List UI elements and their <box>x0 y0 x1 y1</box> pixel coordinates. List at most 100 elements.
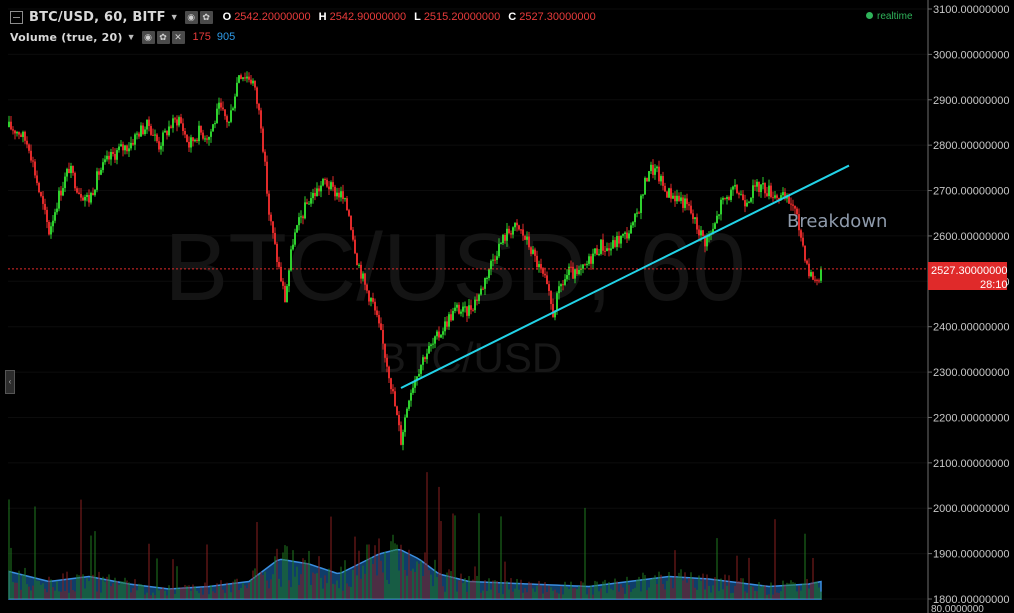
volume-bar <box>30 590 32 599</box>
volume-bar <box>548 585 550 599</box>
candle-body <box>52 220 54 227</box>
candle-body <box>650 164 652 172</box>
candle-body <box>234 96 236 109</box>
volume-bar <box>590 585 592 599</box>
volume-bar <box>748 557 750 599</box>
volume-bar <box>598 591 600 599</box>
candle-body <box>720 199 722 215</box>
candle-body <box>346 198 348 211</box>
volume-bar <box>450 571 452 599</box>
volume-bar <box>664 589 666 599</box>
candle-body <box>230 110 232 122</box>
candle-body <box>424 357 426 360</box>
close-value: 2527.30000000 <box>519 11 596 23</box>
candle-body <box>692 213 694 220</box>
chevron-down-icon[interactable]: ▼ <box>126 32 136 42</box>
volume-bar <box>310 584 312 599</box>
candle-body <box>532 249 534 254</box>
candle-body <box>770 185 772 198</box>
volume-bar <box>514 588 516 599</box>
candle-body <box>322 179 324 186</box>
volume-bar <box>586 594 588 599</box>
volume-bar <box>566 587 568 599</box>
volume-bar <box>422 575 424 599</box>
volume-bar <box>52 587 54 599</box>
close-icon[interactable]: ✕ <box>171 30 185 44</box>
volume-bar <box>624 593 626 599</box>
candle-body <box>104 159 106 163</box>
high-label: H <box>318 11 327 23</box>
price-axis-background[interactable] <box>928 0 1014 613</box>
volume-bar <box>506 581 508 599</box>
candle-body <box>412 387 414 393</box>
candle-body <box>336 192 338 197</box>
candle-body <box>760 184 762 192</box>
volume-bar <box>412 568 414 599</box>
collapse-icon[interactable] <box>10 10 23 24</box>
volume-bar <box>66 571 68 599</box>
volume-bar <box>396 544 398 599</box>
candle-body <box>628 233 630 239</box>
volume-bar <box>602 581 604 599</box>
volume-bar <box>120 581 122 599</box>
scroll-left-handle[interactable]: ‹ <box>5 370 15 394</box>
realtime-indicator: realtime <box>866 11 913 22</box>
breakdown-annotation[interactable]: Breakdown <box>787 211 887 232</box>
candle-body <box>518 225 520 230</box>
candle-body <box>376 310 378 316</box>
candle-body <box>198 125 200 142</box>
volume-bar <box>400 544 402 599</box>
volume-bar <box>454 515 456 599</box>
candle-body <box>232 108 234 111</box>
eye-icon[interactable]: ◉ <box>184 10 198 24</box>
volume-bar <box>424 552 426 599</box>
volume-bar <box>72 590 74 599</box>
volume-title[interactable]: Volume (true, 20) <box>10 30 123 44</box>
price-axis-label: 2600.00000000 <box>933 231 1009 243</box>
gear-icon[interactable]: ✿ <box>156 30 170 44</box>
candle-body <box>570 266 572 268</box>
volume-bar <box>192 584 194 599</box>
candle-body <box>422 357 424 365</box>
candle-body <box>358 264 360 266</box>
candle-body <box>252 80 254 84</box>
candle-body <box>86 194 88 197</box>
chevron-down-icon[interactable]: ▼ <box>169 12 179 22</box>
volume-bar <box>440 521 442 599</box>
trendline[interactable] <box>400 164 850 389</box>
volume-bar <box>420 560 422 599</box>
candle-body <box>390 378 392 390</box>
gear-icon[interactable]: ✿ <box>199 10 213 24</box>
candle-body <box>658 166 660 182</box>
volume-bar <box>760 587 762 599</box>
candle-body <box>382 329 384 344</box>
volume-bar <box>348 586 350 599</box>
candle-body <box>736 185 738 194</box>
volume-bar <box>150 595 152 599</box>
candle-body <box>310 198 312 204</box>
volume-bar <box>58 591 60 599</box>
candle-body <box>750 197 752 202</box>
volume-bar <box>186 585 188 599</box>
symbol-title[interactable]: BTC/USD, 60, BITF <box>29 9 166 25</box>
candle-body <box>752 185 754 198</box>
candle-body <box>196 139 198 142</box>
volume-bar <box>774 519 776 599</box>
candle-body <box>190 137 192 148</box>
candle-body <box>602 239 604 251</box>
volume-bar <box>682 580 684 599</box>
volume-bar <box>626 576 628 599</box>
candle-body <box>480 288 482 295</box>
candle-body <box>516 222 518 226</box>
eye-icon[interactable]: ◉ <box>141 30 155 44</box>
volume-bar <box>720 578 722 599</box>
volume-bar <box>426 472 428 599</box>
price-axis-label: 2900.00000000 <box>933 95 1009 107</box>
candle-body <box>800 230 802 238</box>
candle-body <box>226 116 228 123</box>
candle-body <box>318 188 320 192</box>
candle-body <box>48 221 50 235</box>
candle-body <box>18 132 20 135</box>
candle-body <box>494 259 496 261</box>
